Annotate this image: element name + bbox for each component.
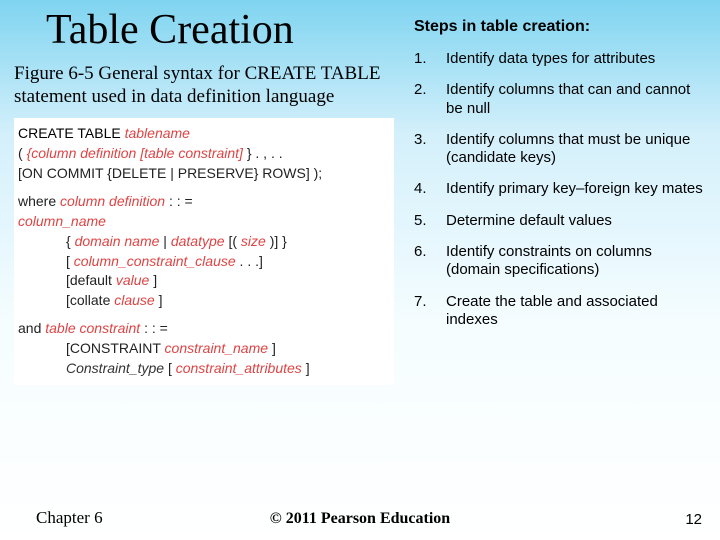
italic-term: {column definition: [27, 145, 137, 161]
syntax-line: [default value ]: [18, 271, 390, 291]
step-item: Create the table and associated indexes: [414, 293, 710, 330]
steps-heading: Steps in table creation:: [414, 18, 710, 36]
step-item: Identify constraints on columns (domain …: [414, 243, 710, 280]
italic-term: constraint_name: [165, 340, 269, 356]
italic-term: tablename: [125, 125, 190, 141]
italic-term: datatype: [171, 233, 225, 249]
spacer: [18, 311, 390, 319]
italic-term: [table constraint]: [140, 145, 243, 161]
syntax-diagram: CREATE TABLE tablename ( {column definit…: [14, 118, 394, 385]
syntax-line: ( {column definition [table constraint] …: [18, 144, 390, 164]
step-item: Identify columns that must be unique (ca…: [414, 131, 710, 168]
italic-term: column definition: [60, 193, 165, 209]
italic-term: value: [116, 272, 149, 288]
text: {: [66, 233, 71, 249]
text: [(: [228, 233, 237, 249]
spacer: [18, 184, 390, 192]
text: : : =: [144, 320, 168, 336]
step-item: Identify primary key–foreign key mates: [414, 180, 710, 198]
figure-caption: Figure 6-5 General syntax for CREATE TAB…: [14, 62, 384, 108]
text: (: [18, 145, 23, 161]
text: [: [168, 360, 172, 376]
step-item: Identify columns that can and cannot be …: [414, 81, 710, 118]
text: where: [18, 193, 56, 209]
syntax-line: and table constraint : : =: [18, 319, 390, 339]
italic-term: Constraint_type: [66, 360, 164, 376]
text: . . .]: [240, 253, 263, 269]
keyword: CREATE TABLE: [18, 125, 121, 141]
italic-term: domain name: [75, 233, 160, 249]
italic-term: size: [241, 233, 266, 249]
text: : : =: [169, 193, 193, 209]
text: ]: [153, 272, 157, 288]
footer-copyright: © 2011 Pearson Education: [0, 510, 720, 528]
syntax-line: { domain name | datatype [( size )] }: [18, 232, 390, 252]
syntax-line: CREATE TABLE tablename: [18, 124, 390, 144]
footer-chapter: Chapter 6: [36, 508, 103, 528]
syntax-line: [ column_constraint_clause . . .]: [18, 252, 390, 272]
syntax-line: [collate clause ]: [18, 291, 390, 311]
text: and: [18, 320, 41, 336]
left-column: Figure 6-5 General syntax for CREATE TAB…: [14, 62, 384, 385]
text: ]: [159, 292, 163, 308]
right-column: Steps in table creation: Identify data t…: [414, 18, 710, 342]
footer-page-number: 12: [685, 511, 702, 528]
text: ]: [306, 360, 310, 376]
step-item: Identify data types for attributes: [414, 50, 710, 68]
step-item: Determine default values: [414, 212, 710, 230]
text: [CONSTRAINT: [66, 340, 161, 356]
syntax-line: column_name: [18, 212, 390, 232]
text: )] }: [270, 233, 287, 249]
syntax-line: Constraint_type [ constraint_attributes …: [18, 359, 390, 379]
italic-term: table constraint: [45, 320, 140, 336]
text: |: [163, 233, 171, 249]
text: [collate: [66, 292, 110, 308]
syntax-line: where column definition : : =: [18, 192, 390, 212]
italic-term: column_constraint_clause: [74, 253, 236, 269]
text: [default: [66, 272, 112, 288]
italic-term: constraint_attributes: [176, 360, 302, 376]
syntax-line: [ON COMMIT {DELETE | PRESERVE} ROWS] );: [18, 164, 390, 184]
syntax-line: [CONSTRAINT constraint_name ]: [18, 339, 390, 359]
text: [: [66, 253, 70, 269]
text: } . , . .: [247, 145, 283, 161]
steps-list: Identify data types for attributes Ident…: [414, 50, 710, 329]
italic-term: clause: [114, 292, 154, 308]
text: ]: [272, 340, 276, 356]
